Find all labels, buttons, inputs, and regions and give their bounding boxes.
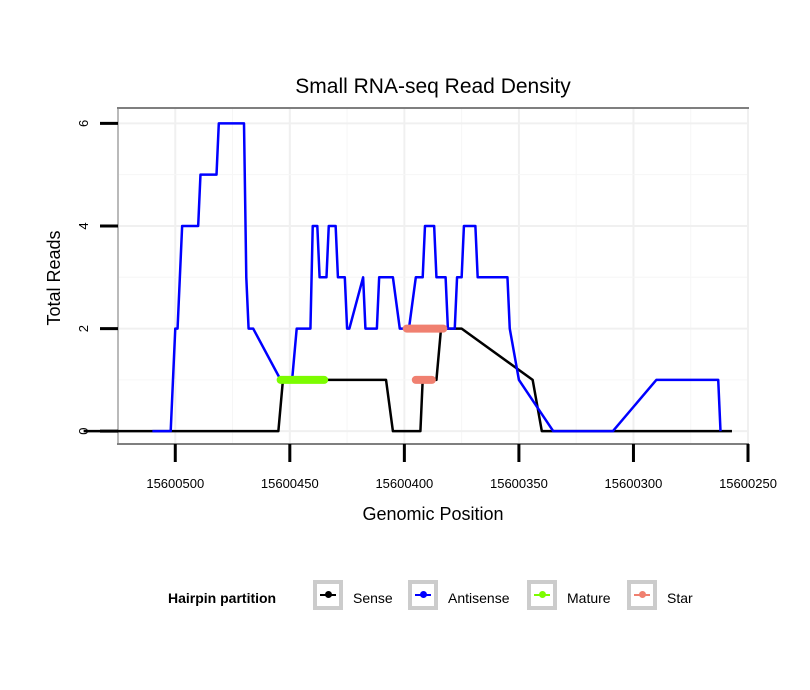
legend-key-star xyxy=(627,580,657,610)
panel-background xyxy=(117,107,749,445)
x-tick-label: 15600500 xyxy=(146,476,204,491)
legend-label-sense: Sense xyxy=(353,590,393,606)
x-tick-label: 15600350 xyxy=(490,476,548,491)
legend-key-antisense xyxy=(408,580,438,610)
legend-label-star: Star xyxy=(667,590,693,606)
x-tick-label: 15600450 xyxy=(261,476,319,491)
x-tick-label: 15600400 xyxy=(375,476,433,491)
series-layer xyxy=(83,122,732,433)
legend-label-antisense: Antisense xyxy=(448,590,510,606)
legend-title: Hairpin partition xyxy=(168,590,277,606)
axis-layer: 15600500 15600450 15600400 15600350 15600300… xyxy=(76,120,777,491)
legend-key-sense xyxy=(313,580,343,610)
y-tick-label: 6 xyxy=(76,120,91,127)
y-tick-label: 0 xyxy=(76,428,91,435)
y-axis-label: Total Reads xyxy=(44,230,64,325)
legend-label-mature: Mature xyxy=(567,590,611,606)
x-axis-label: Genomic Position xyxy=(362,504,503,524)
x-tick-label: 15600300 xyxy=(605,476,663,491)
legend-key-mature xyxy=(527,580,557,610)
series-antisense-line xyxy=(152,122,722,433)
y-tick-label: 4 xyxy=(76,222,91,229)
chart-title: Small RNA-seq Read Density xyxy=(295,75,571,98)
y-tick-label: 2 xyxy=(76,325,91,332)
x-tick-label: 15600250 xyxy=(719,476,777,491)
legend: Hairpin partition Sense Antisense Mature… xyxy=(0,578,810,618)
